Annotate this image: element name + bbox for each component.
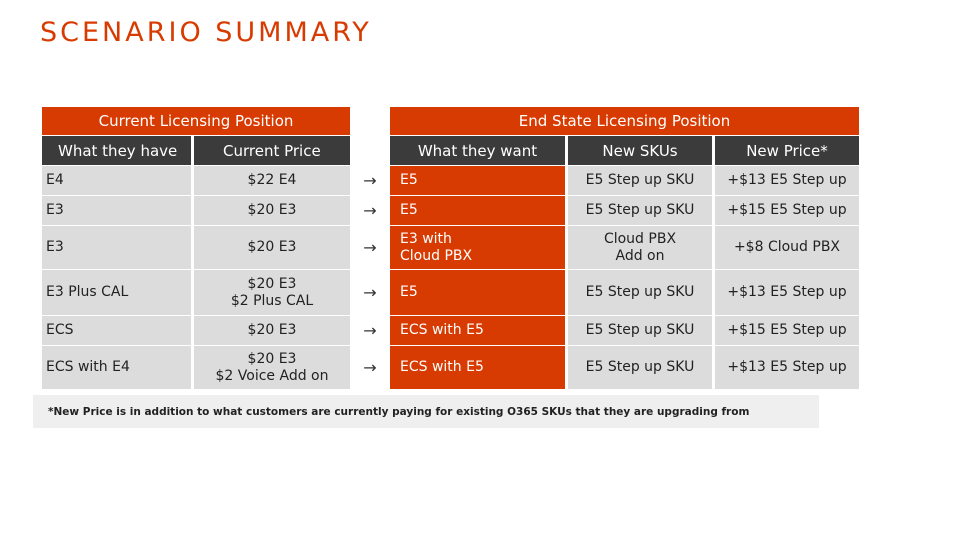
arrow-icon: → bbox=[353, 226, 387, 269]
col-header-current-price: Current Price bbox=[194, 136, 350, 165]
col-header-have: What they have bbox=[42, 136, 191, 165]
scenario-table: Current Licensing Position End State Lic… bbox=[42, 107, 859, 389]
end-state-header: End State Licensing Position bbox=[390, 107, 859, 135]
cell-new-sku: E5 Step up SKU bbox=[568, 270, 712, 315]
arrow-icon: → bbox=[353, 346, 387, 389]
cell-want-text: ECS with E5 bbox=[400, 359, 484, 376]
cell-new-price-text: +$13 E5 Step up bbox=[727, 359, 847, 376]
cell-new-sku-text: E5 Step up SKU bbox=[585, 359, 695, 376]
cell-want: E3 with Cloud PBX bbox=[390, 226, 565, 269]
cell-new-sku-text: E5 Step up SKU bbox=[585, 202, 695, 219]
cell-want: E5 bbox=[390, 166, 565, 195]
cell-want: E5 bbox=[390, 270, 565, 315]
cell-current-price-text: $20 E3 $2 Voice Add on bbox=[215, 350, 329, 384]
cell-new-price-text: +$13 E5 Step up bbox=[727, 284, 847, 301]
footnote: *New Price is in addition to what custom… bbox=[33, 395, 819, 428]
cell-new-price: +$8 Cloud PBX bbox=[715, 226, 859, 269]
arrow-icon: → bbox=[353, 316, 387, 345]
page-title: SCENARIO SUMMARY bbox=[40, 17, 372, 48]
cell-have: E3 bbox=[42, 196, 191, 225]
cell-want: E5 bbox=[390, 196, 565, 225]
cell-current-price: $20 E3 $2 Voice Add on bbox=[194, 346, 350, 389]
arrow-icon-text: → bbox=[363, 320, 377, 340]
cell-have: E4 bbox=[42, 166, 191, 195]
cell-new-sku-text: E5 Step up SKU bbox=[585, 322, 695, 339]
arrow-icon-text: → bbox=[363, 200, 377, 220]
cell-have-text: ECS with E4 bbox=[46, 359, 130, 376]
arrow-icon-text: → bbox=[363, 357, 377, 377]
cell-new-sku: E5 Step up SKU bbox=[568, 346, 712, 389]
cell-new-price-text: +$15 E5 Step up bbox=[727, 202, 847, 219]
cell-new-sku: E5 Step up SKU bbox=[568, 166, 712, 195]
cell-have: ECS bbox=[42, 316, 191, 345]
cell-new-price-text: +$15 E5 Step up bbox=[727, 322, 847, 339]
cell-current-price: $20 E3 bbox=[194, 226, 350, 269]
cell-current-price: $20 E3 bbox=[194, 316, 350, 345]
cell-current-price-text: $20 E3 $2 Plus CAL bbox=[230, 275, 314, 309]
cell-current-price-text: $22 E4 bbox=[247, 172, 297, 189]
col-header-new-skus: New SKUs bbox=[568, 136, 712, 165]
arrow-icon: → bbox=[353, 270, 387, 315]
col-header-want: What they want bbox=[390, 136, 565, 165]
cell-new-price: +$15 E5 Step up bbox=[715, 196, 859, 225]
cell-current-price-text: $20 E3 bbox=[247, 322, 297, 339]
cell-want-text: E5 bbox=[400, 284, 418, 301]
arrow-icon-text: → bbox=[363, 237, 377, 257]
cell-current-price: $20 E3 bbox=[194, 196, 350, 225]
cell-want-text: E5 bbox=[400, 202, 418, 219]
cell-have-text: ECS bbox=[46, 322, 74, 339]
cell-new-sku-text: E5 Step up SKU bbox=[585, 172, 695, 189]
cell-new-price: +$13 E5 Step up bbox=[715, 166, 859, 195]
cell-new-price: +$13 E5 Step up bbox=[715, 346, 859, 389]
cell-have: E3 Plus CAL bbox=[42, 270, 191, 315]
col-header-new-price: New Price* bbox=[715, 136, 859, 165]
cell-new-sku-text: Cloud PBX Add on bbox=[603, 230, 677, 264]
arrow-icon: → bbox=[353, 166, 387, 195]
cell-new-sku: Cloud PBX Add on bbox=[568, 226, 712, 269]
cell-want: ECS with E5 bbox=[390, 346, 565, 389]
arrow-icon-text: → bbox=[363, 282, 377, 302]
cell-new-price-text: +$8 Cloud PBX bbox=[733, 239, 841, 256]
cell-new-sku: E5 Step up SKU bbox=[568, 196, 712, 225]
cell-current-price: $22 E4 bbox=[194, 166, 350, 195]
cell-have: ECS with E4 bbox=[42, 346, 191, 389]
cell-want: ECS with E5 bbox=[390, 316, 565, 345]
cell-have: E3 bbox=[42, 226, 191, 269]
current-position-header: Current Licensing Position bbox=[42, 107, 350, 135]
cell-current-price-text: $20 E3 bbox=[247, 202, 297, 219]
cell-new-sku: E5 Step up SKU bbox=[568, 316, 712, 345]
cell-new-sku-text: E5 Step up SKU bbox=[585, 284, 695, 301]
cell-new-price-text: +$13 E5 Step up bbox=[727, 172, 847, 189]
cell-want-text: E5 bbox=[400, 172, 418, 189]
cell-want-text: E3 with Cloud PBX bbox=[400, 230, 473, 264]
cell-current-price: $20 E3 $2 Plus CAL bbox=[194, 270, 350, 315]
cell-have-text: E4 bbox=[46, 172, 64, 189]
arrow-icon: → bbox=[353, 196, 387, 225]
cell-new-price: +$15 E5 Step up bbox=[715, 316, 859, 345]
cell-have-text: E3 bbox=[46, 202, 64, 219]
cell-current-price-text: $20 E3 bbox=[247, 239, 297, 256]
cell-have-text: E3 bbox=[46, 239, 64, 256]
cell-new-price: +$13 E5 Step up bbox=[715, 270, 859, 315]
cell-want-text: ECS with E5 bbox=[400, 322, 484, 339]
arrow-icon-text: → bbox=[363, 170, 377, 190]
cell-have-text: E3 Plus CAL bbox=[46, 284, 129, 301]
